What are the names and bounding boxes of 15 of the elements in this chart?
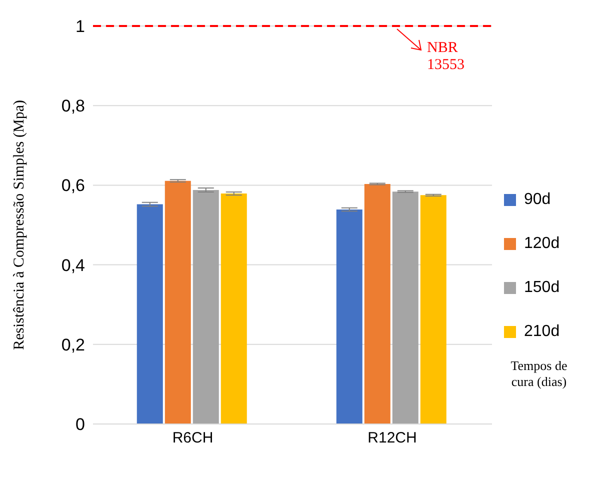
legend-label: 150d [524,279,560,297]
legend-label: 120d [524,235,560,253]
y-tick-label: 0,2 [61,335,85,354]
legend-label: 210d [524,323,560,341]
x-tick-label: R6CH [172,430,214,447]
y-tick-label: 0,6 [61,176,85,196]
y-tick-label: 0,8 [61,96,85,116]
y-tick-label: 0,4 [61,256,85,275]
legend-title: Tempos de cura (dias) [510,358,568,390]
y-tick-label: 0 [76,415,85,434]
y-axis-title: Resistência à Compressão Simples (Mpa) [11,100,28,350]
legend-label: NBR 13553 [427,40,464,73]
x-tick-label: R12CH [368,430,417,447]
legend-label: 90d [524,191,551,209]
y-tick-label: 1 [76,17,85,36]
